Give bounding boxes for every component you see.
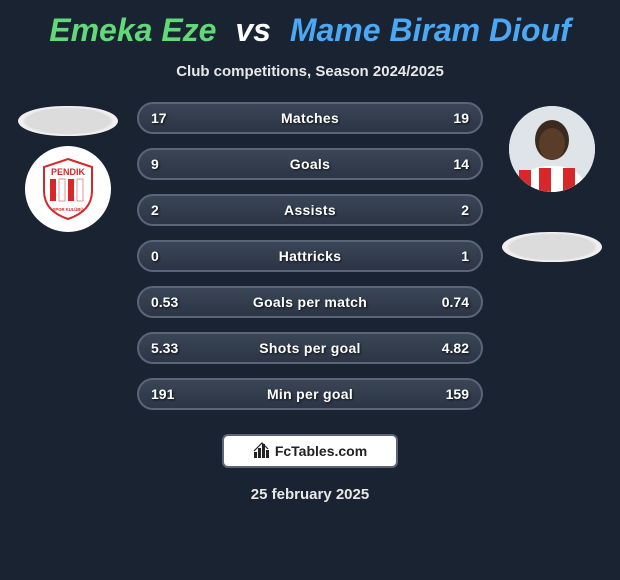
stat-row-matches: 17 Matches 19 xyxy=(137,102,483,134)
player1-club-badge: PENDIK SPOR KULÜBÜ xyxy=(25,146,111,232)
player1-name: Emeka Eze xyxy=(49,12,216,48)
stat-right-value: 19 xyxy=(453,110,469,126)
stat-label: Goals per match xyxy=(253,294,367,310)
player2-name: Mame Biram Diouf xyxy=(290,12,571,48)
stat-rows: 17 Matches 19 9 Goals 14 2 Assists 2 0 H… xyxy=(137,102,483,410)
stat-row-goals: 9 Goals 14 xyxy=(137,148,483,180)
footer-site-text: FcTables.com xyxy=(275,443,367,459)
svg-text:SPOR KULÜBÜ: SPOR KULÜBÜ xyxy=(53,207,84,212)
date-line: 25 february 2025 xyxy=(0,486,620,503)
vs-separator: vs xyxy=(235,12,271,48)
svg-text:PENDIK: PENDIK xyxy=(51,167,86,177)
stats-area: PENDIK SPOR KULÜBÜ 17 xyxy=(0,102,620,410)
bar-chart-icon xyxy=(253,442,271,460)
player2-photo xyxy=(509,106,595,192)
subtitle: Club competitions, Season 2024/2025 xyxy=(0,63,620,80)
stat-label: Min per goal xyxy=(267,386,353,402)
stat-right-value: 14 xyxy=(453,156,469,172)
left-player-column: PENDIK SPOR KULÜBÜ xyxy=(8,102,128,232)
stat-right-value: 2 xyxy=(461,202,469,218)
pendik-badge-icon: PENDIK SPOR KULÜBÜ xyxy=(36,157,100,221)
stat-left-value: 191 xyxy=(151,386,174,402)
stat-row-shots-per-goal: 5.33 Shots per goal 4.82 xyxy=(137,332,483,364)
player1-photo-placeholder xyxy=(18,106,118,136)
stat-label: Assists xyxy=(284,202,336,218)
stat-row-hattricks: 0 Hattricks 1 xyxy=(137,240,483,272)
stat-label: Matches xyxy=(281,110,339,126)
stat-label: Shots per goal xyxy=(259,340,360,356)
stat-label: Hattricks xyxy=(279,248,342,264)
stat-left-value: 0.53 xyxy=(151,294,178,310)
stat-row-assists: 2 Assists 2 xyxy=(137,194,483,226)
stat-left-value: 0 xyxy=(151,248,159,264)
stat-row-min-per-goal: 191 Min per goal 159 xyxy=(137,378,483,410)
right-player-column xyxy=(492,102,612,262)
stat-left-value: 9 xyxy=(151,156,159,172)
stat-right-value: 0.74 xyxy=(442,294,469,310)
stat-left-value: 2 xyxy=(151,202,159,218)
stat-right-value: 159 xyxy=(446,386,469,402)
stat-row-goals-per-match: 0.53 Goals per match 0.74 xyxy=(137,286,483,318)
footer-site-badge[interactable]: FcTables.com xyxy=(222,434,398,468)
stat-right-value: 1 xyxy=(461,248,469,264)
stat-left-value: 17 xyxy=(151,110,167,126)
stat-left-value: 5.33 xyxy=(151,340,178,356)
player2-portrait-icon xyxy=(509,106,595,192)
stat-right-value: 4.82 xyxy=(442,340,469,356)
comparison-title: Emeka Eze vs Mame Biram Diouf xyxy=(0,0,620,49)
player2-club-badge-placeholder xyxy=(502,232,602,262)
stat-label: Goals xyxy=(290,156,330,172)
